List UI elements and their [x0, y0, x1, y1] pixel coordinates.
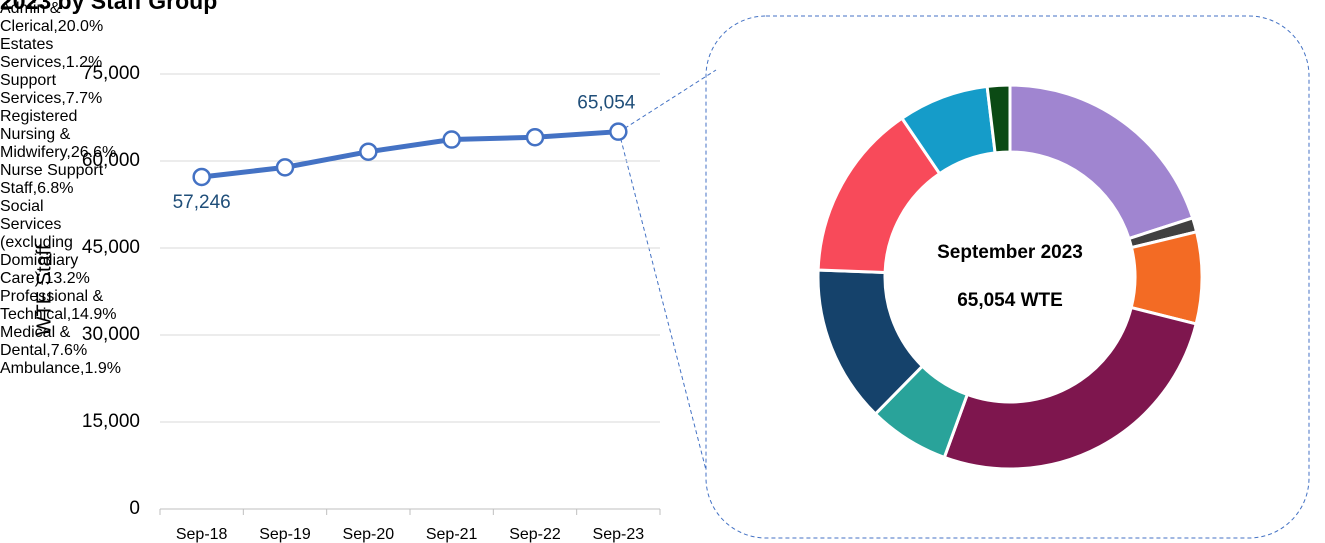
slice-category: Nurse Support Staff,: [0, 162, 104, 197]
data-point: [442, 130, 461, 149]
x-tick-label: Sep-22: [509, 526, 561, 543]
x-tick-label: Sep-18: [176, 526, 228, 543]
slice-label: Nurse Support Staff,6.8%: [0, 162, 110, 198]
donut-center: September 2023 65,054 WTE: [935, 238, 1085, 316]
callout-line: [618, 69, 717, 133]
y-axis-label: WTE Staff: [33, 244, 55, 335]
slice-label: Support Services,7.7%: [0, 72, 110, 108]
slice-category: Support Services,: [0, 72, 66, 107]
center-value: 65,054 WTE: [957, 290, 1063, 311]
slice-value: 7.7%: [65, 90, 103, 107]
y-tick-label: 15,000: [82, 411, 140, 432]
donut-slice: [942, 305, 1199, 471]
slice-label: Professional & Technical,14.9%: [0, 288, 130, 324]
slice-label: Medical & Dental,7.6%: [0, 324, 100, 360]
x-tick-label: Sep-23: [593, 526, 645, 543]
slice-label: Registered Nursing & Midwifery,26.6%: [0, 108, 116, 162]
slice-category: Estates Services,: [0, 36, 66, 71]
data-label: 65,054: [577, 93, 636, 114]
slice-label: Ambulance,1.9%: [0, 360, 121, 378]
slice-value: 7.6%: [50, 342, 88, 359]
slice-category: Ambulance,: [0, 360, 85, 377]
data-point: [275, 158, 295, 177]
y-tick-label: 0: [129, 498, 140, 519]
data-point: [359, 142, 378, 161]
data-point: [192, 167, 211, 187]
callout-box: [705, 15, 1310, 539]
donut-slice: [985, 83, 1012, 155]
data-label: 57,246: [173, 192, 231, 213]
slice-value: 20.0%: [57, 18, 104, 35]
center-title: September 2023: [937, 242, 1083, 263]
y-tick-label: 75,000: [82, 63, 140, 84]
slice-value: 13.2%: [44, 270, 90, 287]
slice-category: Social Services (excluding Domiciliary C…: [0, 198, 79, 287]
slice-value: 1.2%: [65, 54, 103, 71]
slice-category: Medical & Dental,: [0, 324, 71, 359]
slice-value: 1.9%: [84, 360, 121, 377]
y-tick-label: 45,000: [82, 237, 140, 258]
slice-category: Professional & Technical,: [0, 288, 104, 323]
x-tick-label: Sep-19: [259, 526, 311, 543]
chart-title: 2023 by Staff Group: [0, 0, 218, 14]
slice-label: Admin & Clerical,20.0%: [0, 0, 110, 36]
slice-label: Estates Services,1.2%: [0, 36, 110, 72]
data-point: [609, 122, 628, 141]
slice-value: 14.9%: [71, 306, 117, 323]
series-line: [201, 129, 619, 180]
data-point: [525, 127, 545, 147]
slice-value: 6.8%: [37, 180, 74, 197]
slice-label: Social Services (excluding Domiciliary C…: [0, 198, 90, 288]
slice-category: Admin & Clerical,: [0, 0, 61, 35]
donut-slice: [1008, 83, 1195, 241]
x-tick-label: Sep-20: [343, 526, 395, 543]
y-tick-label: 30,000: [82, 324, 140, 345]
slice-category: Registered Nursing & Midwifery,: [0, 108, 78, 161]
y-tick-label: 60,000: [82, 150, 140, 171]
callout-line: [618, 131, 707, 471]
slice-value: 26.6%: [70, 144, 117, 161]
x-tick-label: Sep-21: [426, 526, 478, 543]
